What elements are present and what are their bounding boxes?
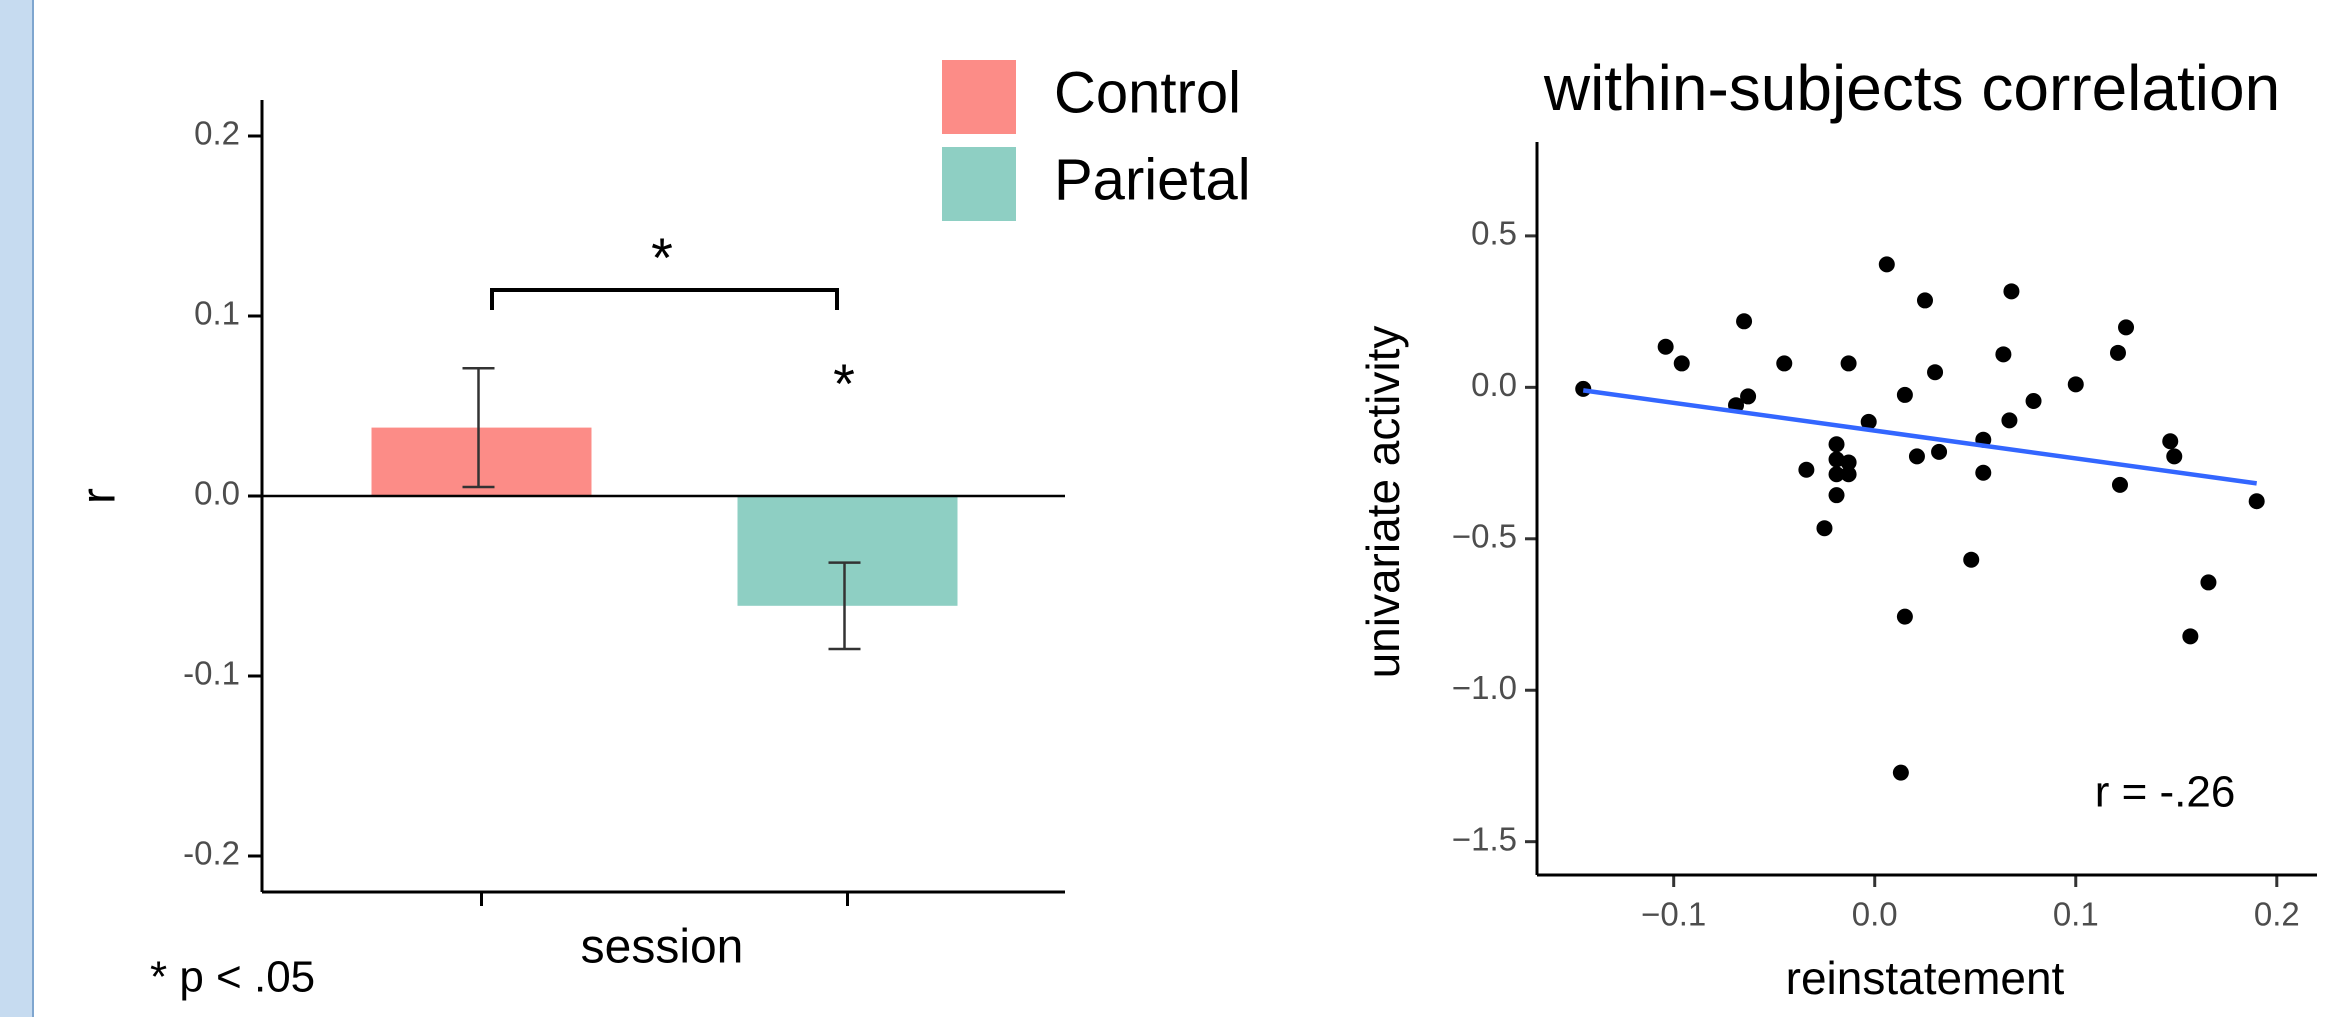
- bar: [737, 496, 958, 606]
- point: [1828, 451, 1845, 468]
- fit-line: [1582, 388, 2257, 486]
- point: [1828, 487, 1845, 504]
- annotation: *: [651, 226, 673, 289]
- y-axis-title: r: [73, 488, 126, 504]
- point: [1657, 338, 1674, 355]
- point: [1896, 386, 1913, 403]
- point: [1963, 551, 1980, 568]
- point: [2166, 448, 2183, 465]
- point: [1736, 313, 1753, 330]
- x-tick-label: −0.1: [1641, 896, 1706, 933]
- y-tick-label: −1.0: [1452, 669, 1517, 706]
- chart-title: within-subjects correlation: [1543, 52, 2280, 124]
- error-bar: [828, 561, 861, 651]
- point: [2025, 392, 2042, 409]
- annotation: *: [833, 352, 855, 415]
- point: [1892, 764, 1909, 781]
- point: [2248, 493, 2265, 510]
- bar: [371, 427, 592, 496]
- point: [2067, 376, 2084, 393]
- annotation: r = -.26: [2095, 768, 2236, 817]
- point: [1927, 364, 1944, 381]
- x-tick-label: 0.1: [2053, 896, 2099, 933]
- x-axis-title: reinstatement: [1786, 952, 2065, 1004]
- error-bar: [462, 366, 495, 489]
- point: [1896, 608, 1913, 625]
- point: [1740, 388, 1757, 405]
- annotation: * p < .05: [150, 953, 315, 1002]
- point: [1860, 413, 1877, 430]
- y-axis-title: univariate activity: [1357, 326, 1409, 679]
- legend-label: Control: [1054, 60, 1241, 125]
- point: [1931, 443, 1948, 460]
- point: [1828, 466, 1845, 483]
- y-tick-label: -0.2: [183, 835, 240, 872]
- point: [2001, 412, 2018, 429]
- point: [1816, 520, 1833, 537]
- point: [2111, 476, 2128, 493]
- point: [2200, 574, 2217, 591]
- point: [1798, 461, 1815, 478]
- y-tick-label: −1.5: [1452, 820, 1517, 857]
- point: [1840, 355, 1857, 372]
- legend-swatch: [942, 60, 1016, 134]
- point: [2182, 628, 2199, 645]
- legend-label: Parietal: [1054, 147, 1251, 212]
- y-tick-label: 0.5: [1471, 215, 1517, 252]
- x-axis-title: session: [581, 921, 744, 974]
- point: [2003, 283, 2020, 300]
- point: [1840, 454, 1857, 471]
- point: [1878, 256, 1895, 273]
- point: [1776, 355, 1793, 372]
- point: [1975, 464, 1992, 481]
- point: [2162, 433, 2179, 450]
- y-tick-label: −0.5: [1452, 518, 1517, 555]
- point: [1840, 466, 1857, 483]
- legend-swatch: [942, 147, 1016, 221]
- point: [1673, 355, 1690, 372]
- significance-bracket: [490, 288, 839, 310]
- y-tick-label: 0.2: [194, 115, 240, 152]
- x-tick-label: 0.2: [2254, 896, 2300, 933]
- y-tick-label: 0.1: [194, 295, 240, 332]
- y-tick-label: -0.1: [183, 655, 240, 692]
- point: [1908, 448, 1925, 465]
- point: [2118, 319, 2135, 336]
- side-strip: [0, 0, 33, 1017]
- point: [1995, 346, 2012, 363]
- point: [1916, 292, 1933, 309]
- point: [1575, 380, 1592, 397]
- point: [2109, 344, 2126, 361]
- y-tick-label: 0.0: [1471, 366, 1517, 403]
- point: [1828, 436, 1845, 453]
- x-tick-label: 0.0: [1852, 896, 1898, 933]
- y-tick-label: 0.0: [194, 475, 240, 512]
